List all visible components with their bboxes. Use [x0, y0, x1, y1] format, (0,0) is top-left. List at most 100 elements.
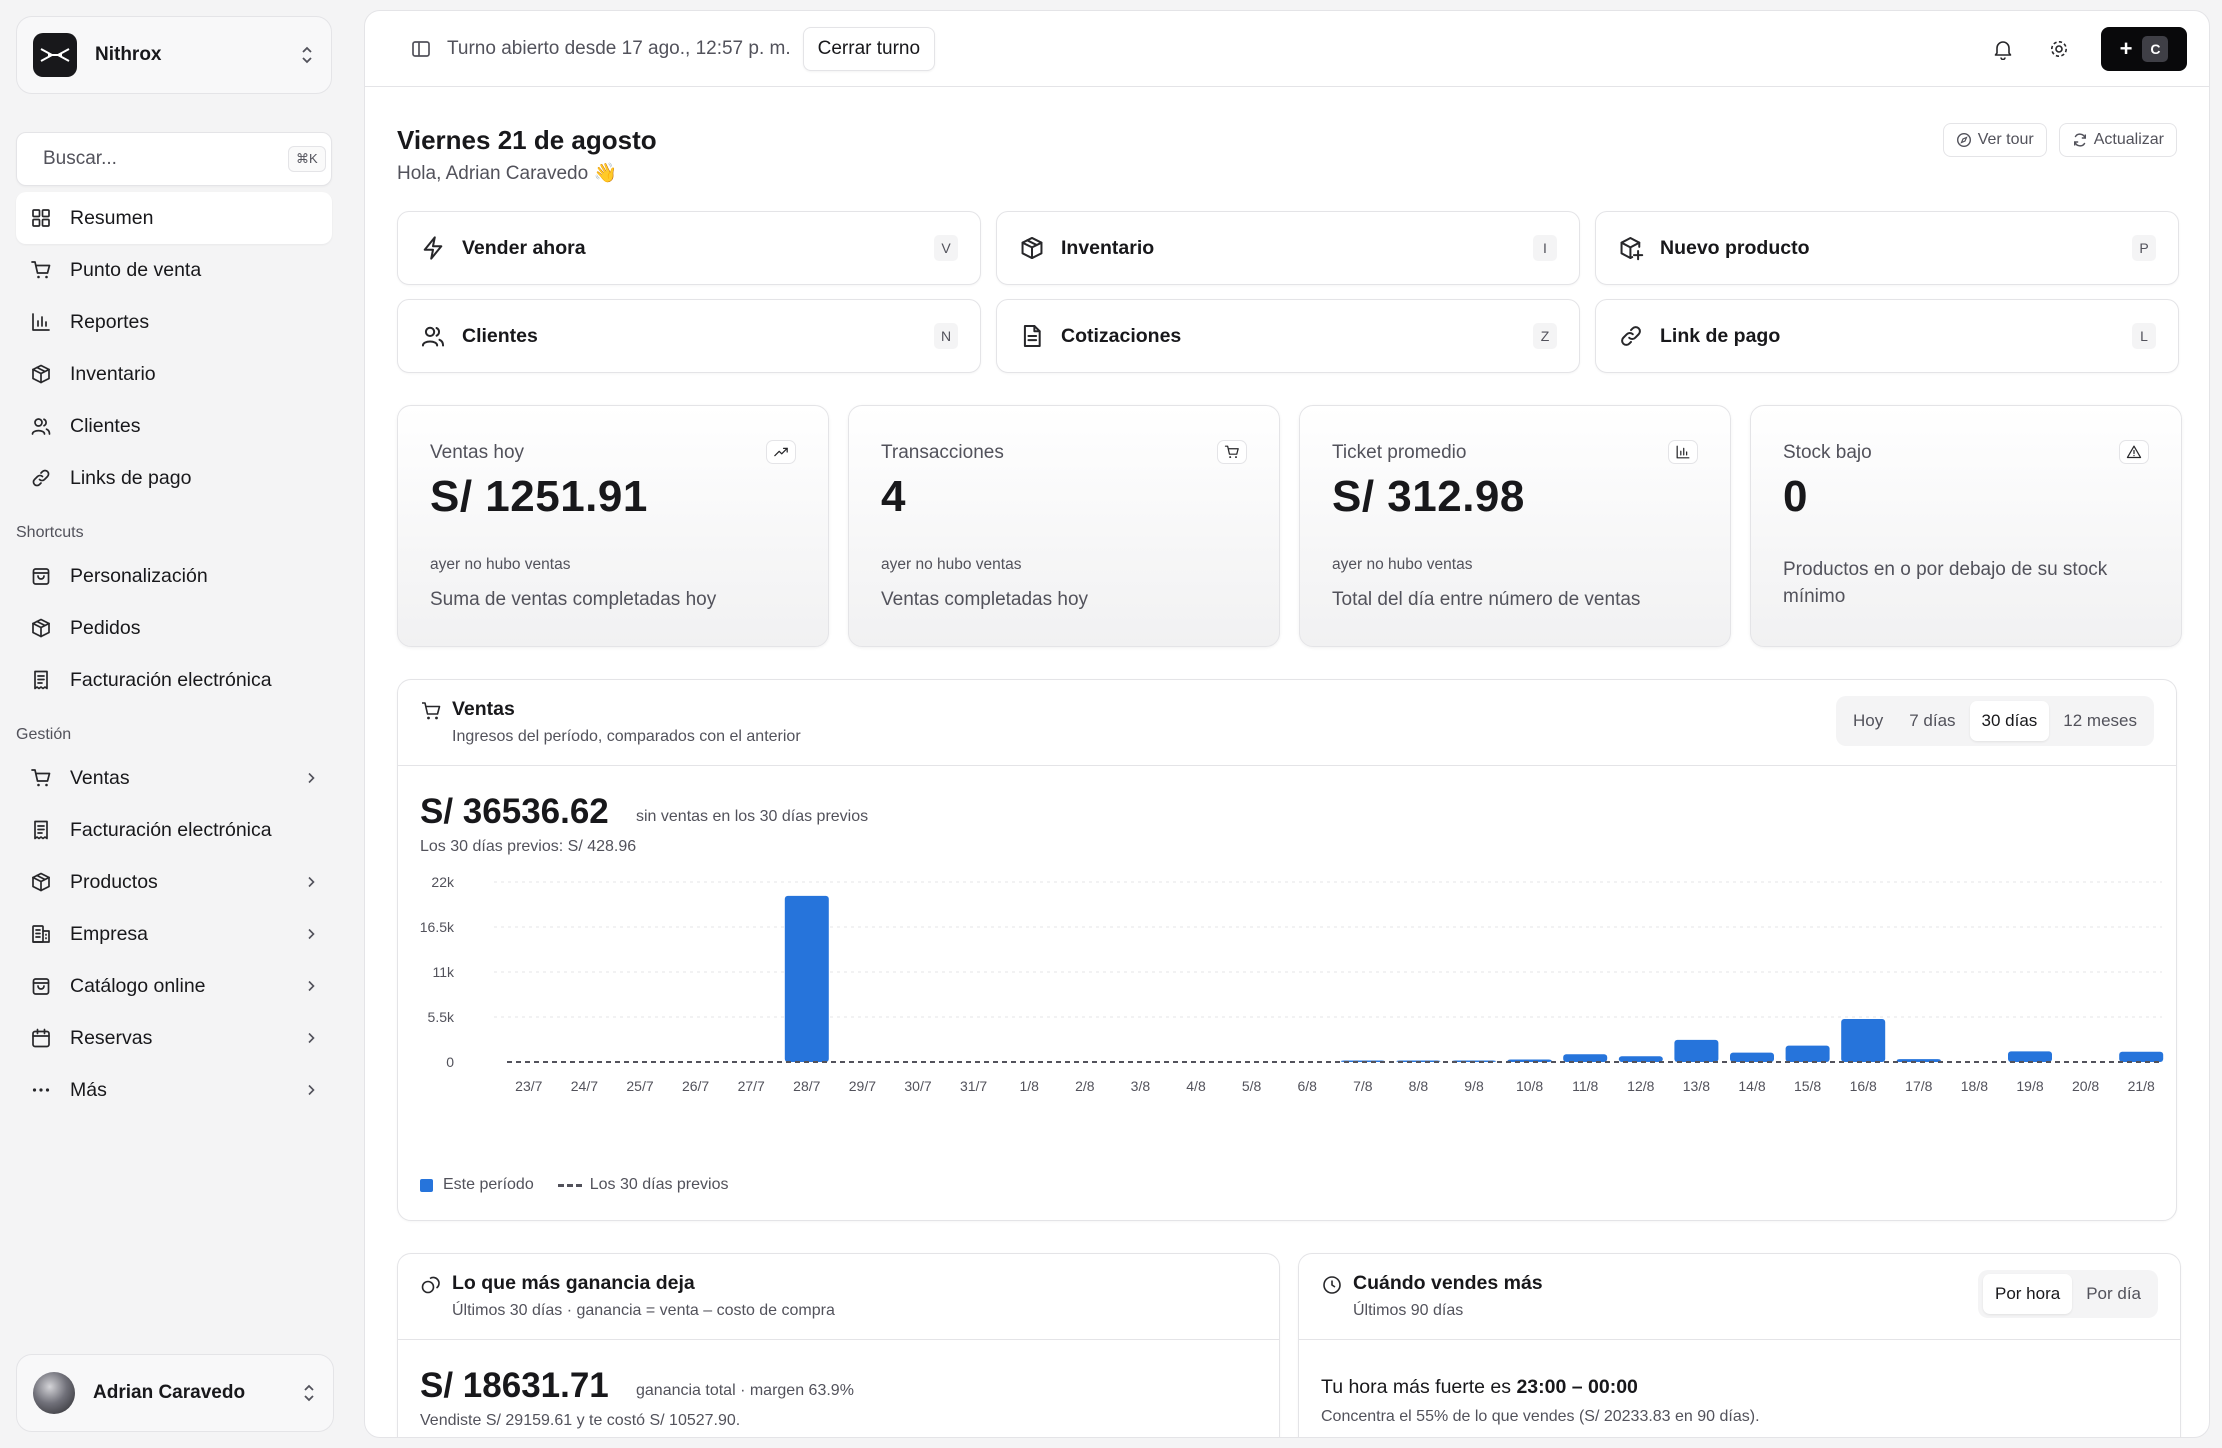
building-icon	[30, 923, 52, 945]
x-tick-label: 2/8	[1075, 1078, 1095, 1094]
search-box[interactable]: ⌘K	[16, 132, 332, 186]
link-icon	[32, 469, 50, 487]
search-input[interactable]	[43, 148, 288, 170]
sidebar-item-ventas[interactable]: Ventas	[16, 752, 332, 804]
range-option-7-dias[interactable]: 7 días	[1909, 711, 1956, 730]
quick-action-label: Inventario	[1061, 236, 1155, 259]
layout-grid-icon	[30, 207, 52, 229]
sidebar-item-pedidos[interactable]: Pedidos	[16, 602, 332, 654]
peak-subtitle: Últimos 90 días	[1353, 1302, 1464, 1319]
sidebar-item-catalogo-online[interactable]: Catálogo online	[16, 960, 332, 1012]
link-icon	[30, 467, 52, 489]
settings-button[interactable]	[2037, 27, 2081, 71]
stat-icon-badge	[1668, 440, 1698, 464]
x-tick-label: 13/8	[1683, 1078, 1710, 1094]
new-action-button[interactable]: + C	[2101, 26, 2187, 71]
clock-icon	[1323, 1276, 1341, 1294]
new-action-shortcut: C	[2142, 35, 2169, 62]
x-tick-label: 27/7	[738, 1078, 765, 1094]
calendar-icon	[30, 1027, 52, 1049]
profit-note: ganancia total · margen 63.9%	[636, 1382, 854, 1399]
nav-gestion: Ventas Facturación electrónica Productos Em…	[16, 752, 332, 1116]
peak-card-header: Cuándo vendes más Últimos 90 días Por ho…	[1299, 1254, 2180, 1340]
bar-chart-icon	[30, 311, 52, 333]
users-icon	[30, 415, 52, 437]
stat-note: ayer no hubo ventas	[881, 556, 1022, 573]
x-tick-label: 29/7	[849, 1078, 876, 1094]
bar-19-8	[2008, 1051, 2052, 1062]
bell-icon	[1994, 40, 2012, 60]
sales-subtitle: Ingresos del período, comparados con el …	[452, 728, 801, 745]
x-tick-label: 3/8	[1131, 1078, 1151, 1094]
refresh-button[interactable]: Actualizar	[2058, 123, 2177, 157]
chevrons-up-down-icon	[302, 46, 312, 64]
sidebar-item-facturacion-electronica[interactable]: Facturación electrónica	[16, 804, 332, 856]
sidebar-item-label: Personalización	[70, 564, 208, 587]
quick-action-cotizaciones[interactable]: Cotizaciones Z	[996, 299, 1580, 373]
sidebar-item-empresa[interactable]: Empresa	[16, 908, 332, 960]
bar-15-8	[1785, 1045, 1830, 1062]
sidebar-item-inventario[interactable]: Inventario	[16, 348, 332, 400]
stat-value: 4	[881, 472, 906, 521]
close-shift-button[interactable]: Cerrar turno	[802, 26, 936, 71]
peak-toggle-option-por-dia[interactable]: Por día	[2086, 1284, 2141, 1303]
receipt-icon	[30, 669, 52, 691]
x-tick-label: 28/7	[793, 1078, 820, 1094]
peak-toggle-option-por-hora[interactable]: Por hora	[1982, 1274, 2073, 1314]
peak-time-card: Cuándo vendes más Últimos 90 días Por ho…	[1298, 1253, 2181, 1437]
tour-button[interactable]: Ver tour	[1942, 123, 2047, 157]
sidebar-item-label: Facturación electrónica	[70, 818, 272, 841]
team-name: Nithrox	[95, 44, 162, 65]
header-actions: Ver tour Actualizar	[1942, 123, 2177, 157]
x-tick-label: 11/8	[1572, 1078, 1598, 1094]
y-tick-label: 22k	[431, 874, 455, 890]
sidebar-item-punto-de-venta[interactable]: Punto de venta	[16, 244, 332, 296]
sidebar-item-reservas[interactable]: Reservas	[16, 1012, 332, 1064]
receipt-icon	[34, 670, 48, 690]
stat-icon-badge	[1217, 440, 1247, 464]
range-option-12-meses[interactable]: 12 meses	[2063, 711, 2137, 730]
receipt-icon	[34, 820, 48, 840]
quick-action-inventario[interactable]: Inventario I	[996, 211, 1580, 285]
package-icon	[1021, 236, 1043, 260]
x-tick-label: 25/7	[626, 1078, 653, 1094]
quick-action-nuevo-producto[interactable]: Nuevo producto P	[1595, 211, 2179, 285]
range-option-hoy[interactable]: Hoy	[1852, 711, 1884, 730]
gear-icon	[2051, 40, 2067, 57]
sidebar-item-productos[interactable]: Productos	[16, 856, 332, 908]
quick-action-link-de-pago[interactable]: Link de pago L	[1595, 299, 2179, 373]
building-icon	[32, 925, 50, 943]
sales-total: S/ 36536.62	[420, 792, 609, 831]
sidebar-item-clientes[interactable]: Clientes	[16, 400, 332, 452]
user-menu[interactable]: Adrian Caravedo	[16, 1354, 334, 1432]
peak-detail: Concentra el 55% de lo que vendes (S/ 20…	[1321, 1408, 1760, 1425]
sidebar-item-label: Links de pago	[70, 466, 192, 489]
chevron-right-icon	[308, 1084, 315, 1096]
x-tick-label: 7/8	[1353, 1078, 1373, 1094]
quick-action-clientes[interactable]: Clientes N	[397, 299, 981, 373]
sidebar-item-facturacion-electronica[interactable]: Facturación electrónica	[16, 654, 332, 706]
chevron-right-icon	[308, 772, 315, 784]
sidebar-item-links-de-pago[interactable]: Links de pago	[16, 452, 332, 504]
x-tick-label: 12/8	[1627, 1078, 1654, 1094]
brand-logo	[33, 33, 77, 77]
team-switcher[interactable]: Nithrox	[16, 16, 332, 94]
shopping-bag-icon	[32, 568, 50, 585]
stats-row: Ventas hoy S/ 1251.91 ayer no hubo ventas S…	[397, 405, 2182, 647]
x-tick-label: 1/8	[1019, 1078, 1039, 1094]
sidebar-item-label: Más	[70, 1078, 107, 1101]
sidebar: Nithrox ⌘K Resumen Punto de venta Reportes…	[0, 0, 348, 1448]
sidebar-item-resumen[interactable]: Resumen	[16, 192, 332, 244]
sidebar-item-mas[interactable]: Más	[16, 1064, 332, 1116]
sidebar-item-reportes[interactable]: Reportes	[16, 296, 332, 348]
sidebar-item-personalizacion[interactable]: Personalización	[16, 550, 332, 602]
package-icon	[32, 872, 50, 892]
notifications-button[interactable]	[1981, 27, 2025, 71]
range-option-30-dias[interactable]: 30 días	[1969, 701, 2050, 741]
shopping-bag-icon	[32, 978, 50, 995]
x-tick-label: 19/8	[2016, 1078, 2043, 1094]
sidebar-toggle-button[interactable]	[399, 27, 443, 71]
quick-action-shortcut: I	[1533, 235, 1557, 261]
tour-label: Ver tour	[1977, 131, 2034, 148]
quick-action-vender-ahora[interactable]: Vender ahora V	[397, 211, 981, 285]
